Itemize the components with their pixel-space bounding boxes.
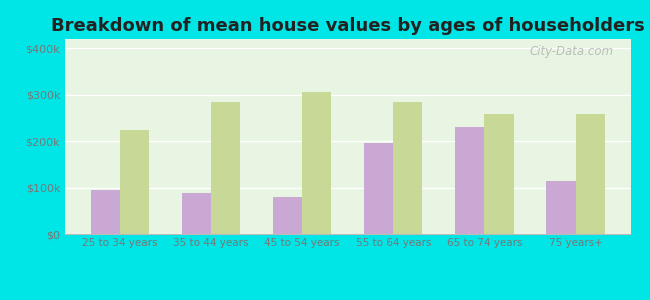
Text: City-Data.com: City-Data.com [529, 45, 614, 58]
Bar [484, 114, 514, 234]
Bar [547, 181, 576, 234]
Bar [364, 143, 393, 234]
Bar [273, 197, 302, 234]
Bar [393, 102, 422, 234]
Bar [182, 193, 211, 234]
Bar [302, 92, 332, 234]
Bar [91, 190, 120, 234]
Title: Breakdown of mean house values by ages of householders: Breakdown of mean house values by ages o… [51, 17, 645, 35]
Bar [211, 102, 240, 234]
Bar [120, 130, 149, 234]
Bar [455, 127, 484, 234]
Bar [576, 114, 604, 234]
